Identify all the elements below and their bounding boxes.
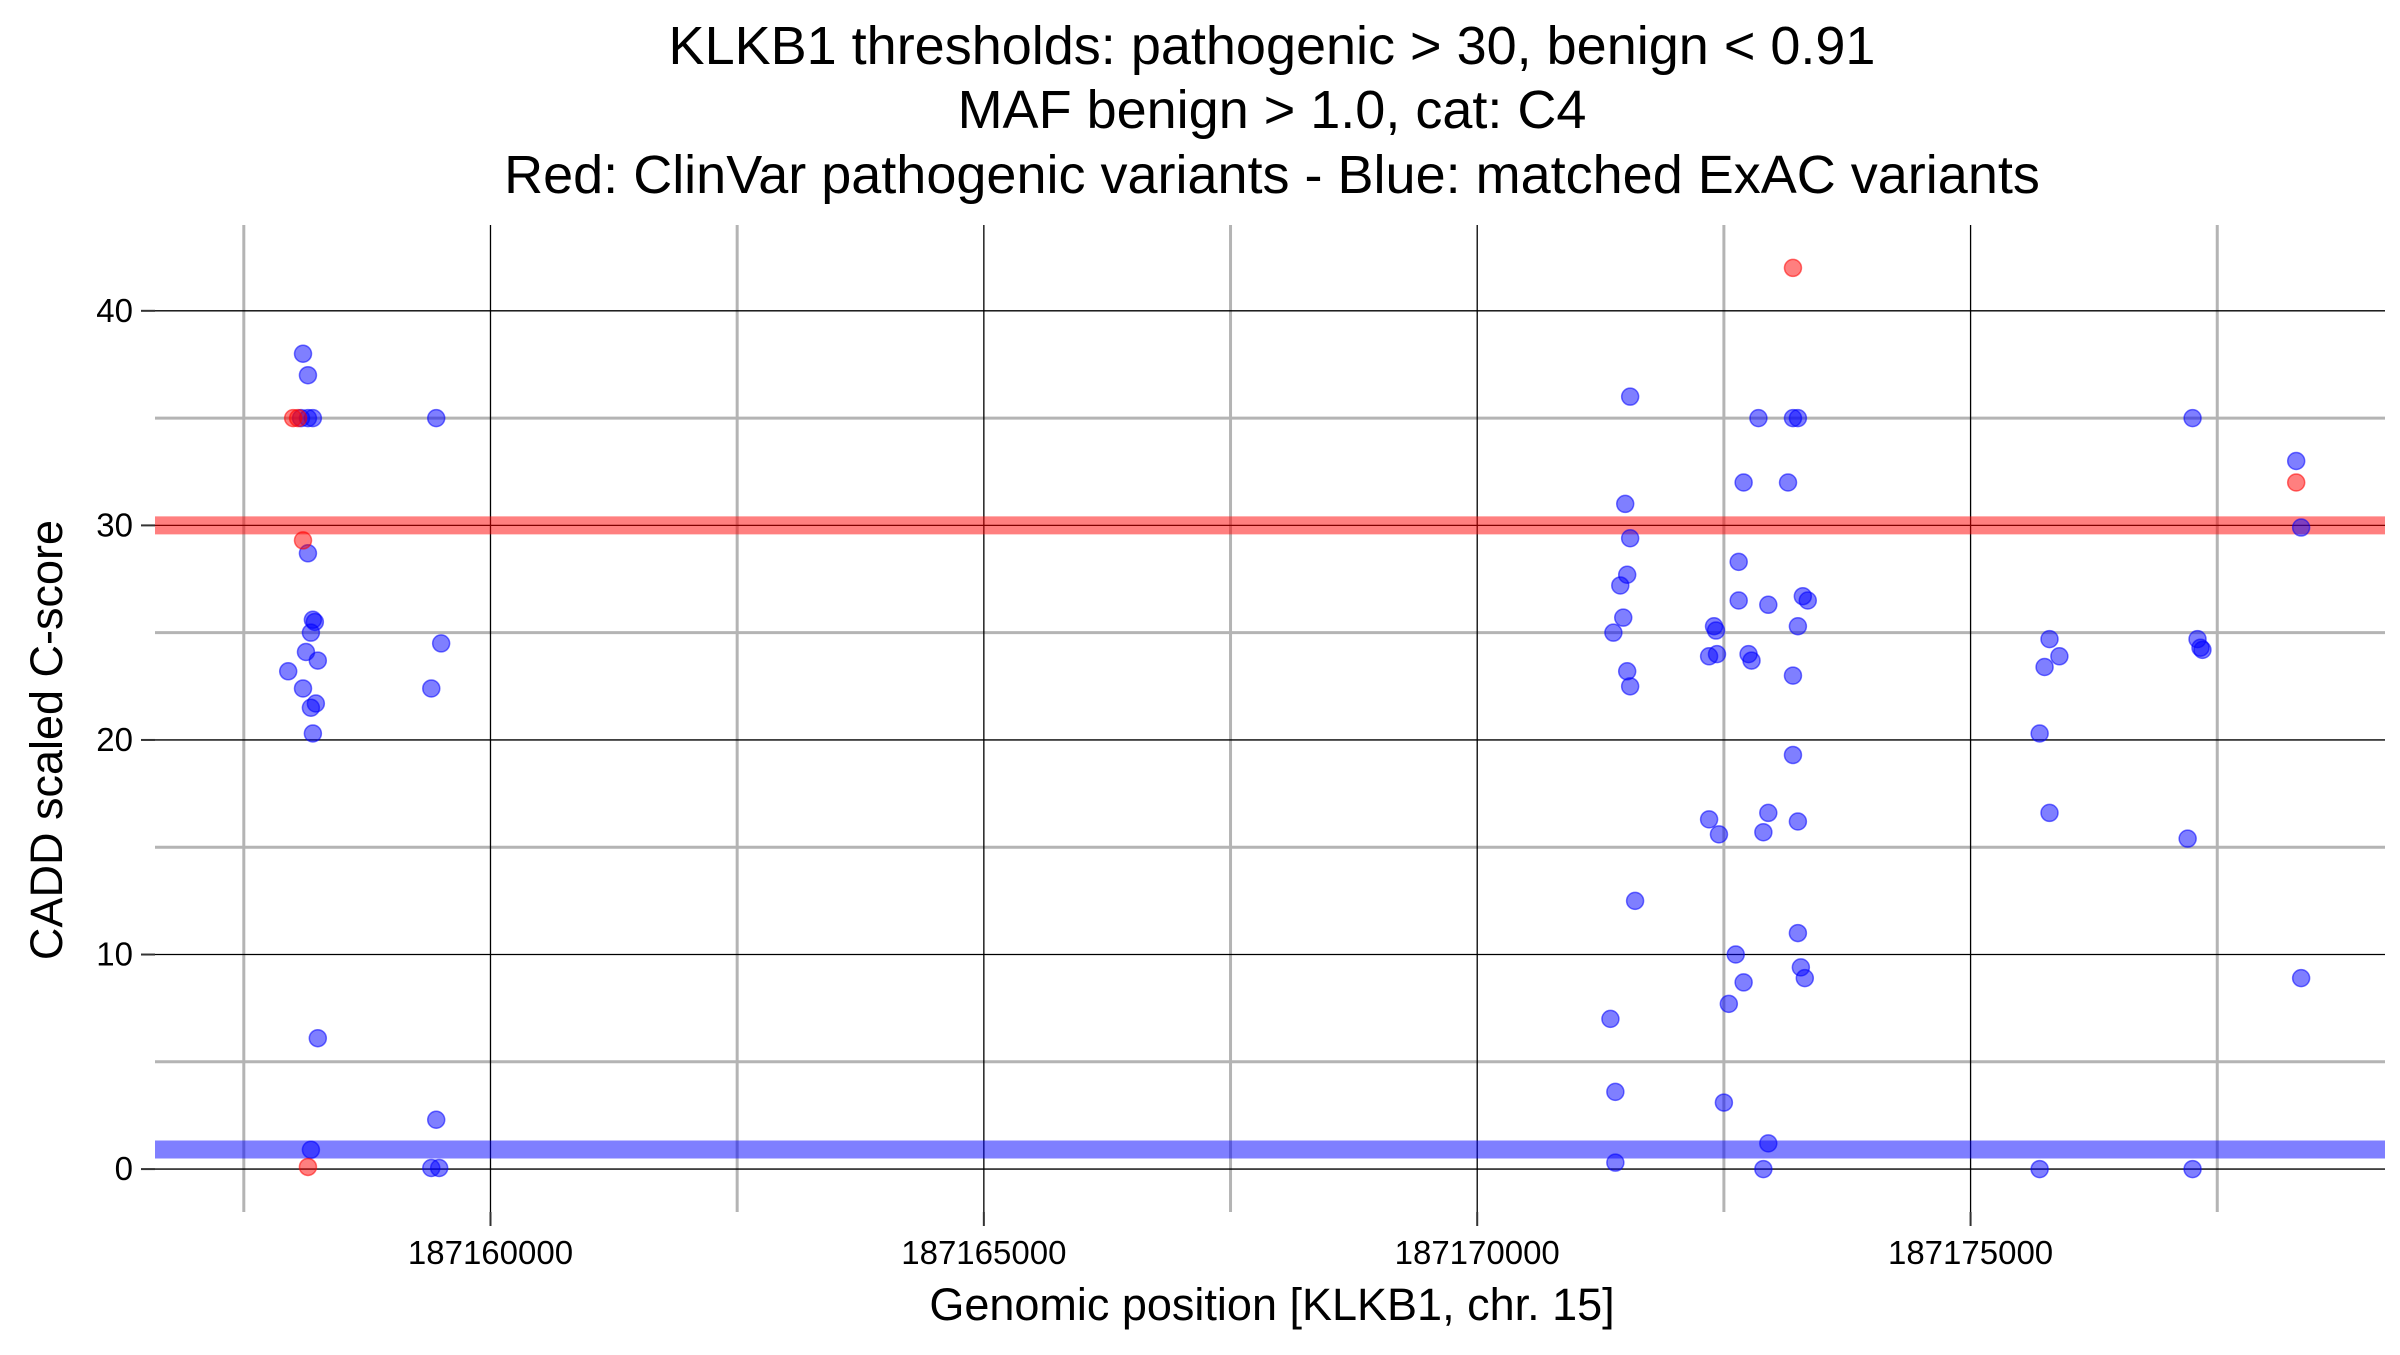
exac-variant-point <box>1754 1159 1773 1179</box>
exac-variant-point <box>1783 745 1803 765</box>
exac-variant-point <box>308 1028 328 1048</box>
x-tick-label: 187175000 <box>1888 1234 2053 1271</box>
chart-title-line-3: Red: ClinVar pathogenic variants - Blue:… <box>504 145 2040 205</box>
exac-variant-point <box>301 623 321 642</box>
exac-variant-point <box>2193 640 2212 660</box>
grid-lines <box>155 225 2385 1212</box>
exac-variant-point <box>1729 552 1748 572</box>
exac-variant-point <box>1709 825 1729 844</box>
x-tick-label: 187170000 <box>1395 1234 1560 1271</box>
exac-variant-point <box>301 1140 321 1160</box>
data-points <box>278 258 2311 1179</box>
exac-variant-point <box>1714 1093 1734 1112</box>
clinvar-pathogenic-point <box>2286 473 2306 492</box>
exac-variant-point <box>2040 803 2059 823</box>
exac-variant-point <box>278 662 298 681</box>
exac-variant-point <box>1719 994 1739 1014</box>
exac-variant-point <box>1613 608 1633 627</box>
exac-variant-point <box>2050 647 2069 666</box>
exac-variant-point <box>298 365 318 385</box>
exac-variant-point <box>2286 451 2306 471</box>
threshold-lines <box>155 516 2385 1159</box>
exac-variant-point <box>1742 651 1761 670</box>
exac-variant-point <box>293 679 313 698</box>
exac-variant-point <box>2030 1159 2049 1179</box>
chart-title-line-1: KLKB1 thresholds: pathogenic > 30, benig… <box>669 16 1876 76</box>
exac-variant-point <box>429 1158 449 1178</box>
exac-variant-point <box>1606 1153 1625 1172</box>
exac-variant-point <box>293 344 313 363</box>
exac-variant-point <box>1706 621 1726 640</box>
exac-variant-point <box>1798 591 1818 610</box>
exac-variant-point <box>1788 923 1808 943</box>
x-tick-label: 187160000 <box>408 1234 573 1271</box>
exac-variant-point <box>1620 677 1640 696</box>
exac-variant-point <box>2183 408 2202 428</box>
y-tick-label: 10 <box>96 936 133 973</box>
y-tick-label: 20 <box>96 721 133 758</box>
exac-variant-point <box>1707 644 1727 664</box>
exac-variant-point <box>2183 1159 2202 1179</box>
exac-variant-point <box>1788 812 1808 831</box>
y-tick-label: 40 <box>96 292 133 329</box>
exac-variant-point <box>1604 623 1623 642</box>
exac-variant-point <box>301 698 321 718</box>
x-tick-label: 187165000 <box>901 1234 1066 1271</box>
exac-variant-point <box>1620 529 1640 548</box>
exac-variant-point <box>1749 408 1768 428</box>
exac-variant-point <box>422 679 441 698</box>
exac-variant-point <box>1601 1009 1620 1029</box>
axis-ticks: 0 10 20 30 40 187160000 187165000 187170000 1871… <box>96 292 2053 1271</box>
y-axis-title: CADD scaled C-score <box>21 520 72 960</box>
exac-variant-point <box>1726 945 1745 964</box>
exac-variant-point <box>1699 810 1719 829</box>
chart-title-line-2: MAF benign > 1.0, cat: C4 <box>958 80 1587 140</box>
exac-variant-point <box>1734 473 1753 492</box>
exac-variant-point <box>2030 724 2049 743</box>
clinvar-pathogenic-point <box>288 408 308 428</box>
exac-variant-point <box>426 1110 446 1129</box>
exac-variant-point <box>1606 1082 1625 1102</box>
clinvar-pathogenic-point <box>298 1157 318 1177</box>
clinvar-pathogenic-point <box>293 531 313 550</box>
exac-variant-point <box>2040 629 2059 649</box>
exac-variant-point <box>2291 968 2311 988</box>
exac-variant-point <box>2178 829 2197 848</box>
exac-variant-point <box>1759 595 1778 615</box>
exac-variant-point <box>308 651 328 670</box>
exac-variant-point <box>1729 591 1748 610</box>
exac-variant-point <box>1615 494 1635 514</box>
exac-variant-point <box>1754 822 1773 842</box>
exac-variant-point <box>1788 616 1808 636</box>
exac-variant-point <box>1759 803 1778 823</box>
y-tick-label: 0 <box>115 1150 133 1187</box>
exac-variant-point <box>1611 576 1630 595</box>
exac-variant-point <box>2291 518 2311 537</box>
exac-variant-point <box>1783 666 1803 685</box>
clinvar-pathogenic-point <box>1783 258 1803 278</box>
exac-variant-point <box>303 724 323 743</box>
x-axis-title: Genomic position [KLKB1, chr. 15] <box>929 1279 1614 1330</box>
exac-variant-point <box>1788 408 1808 428</box>
exac-variant-point <box>431 634 451 653</box>
exac-variant-point <box>1795 968 1815 988</box>
exac-variant-point <box>1759 1134 1778 1153</box>
exac-variant-point <box>1620 387 1640 406</box>
exac-variant-point <box>1734 973 1753 992</box>
y-tick-label: 30 <box>96 506 133 543</box>
exac-variant-point <box>1778 473 1798 492</box>
exac-variant-point <box>1617 662 1637 681</box>
exac-variant-point <box>426 408 446 428</box>
exac-variant-point <box>1625 891 1645 911</box>
exac-variant-point <box>2035 657 2054 677</box>
